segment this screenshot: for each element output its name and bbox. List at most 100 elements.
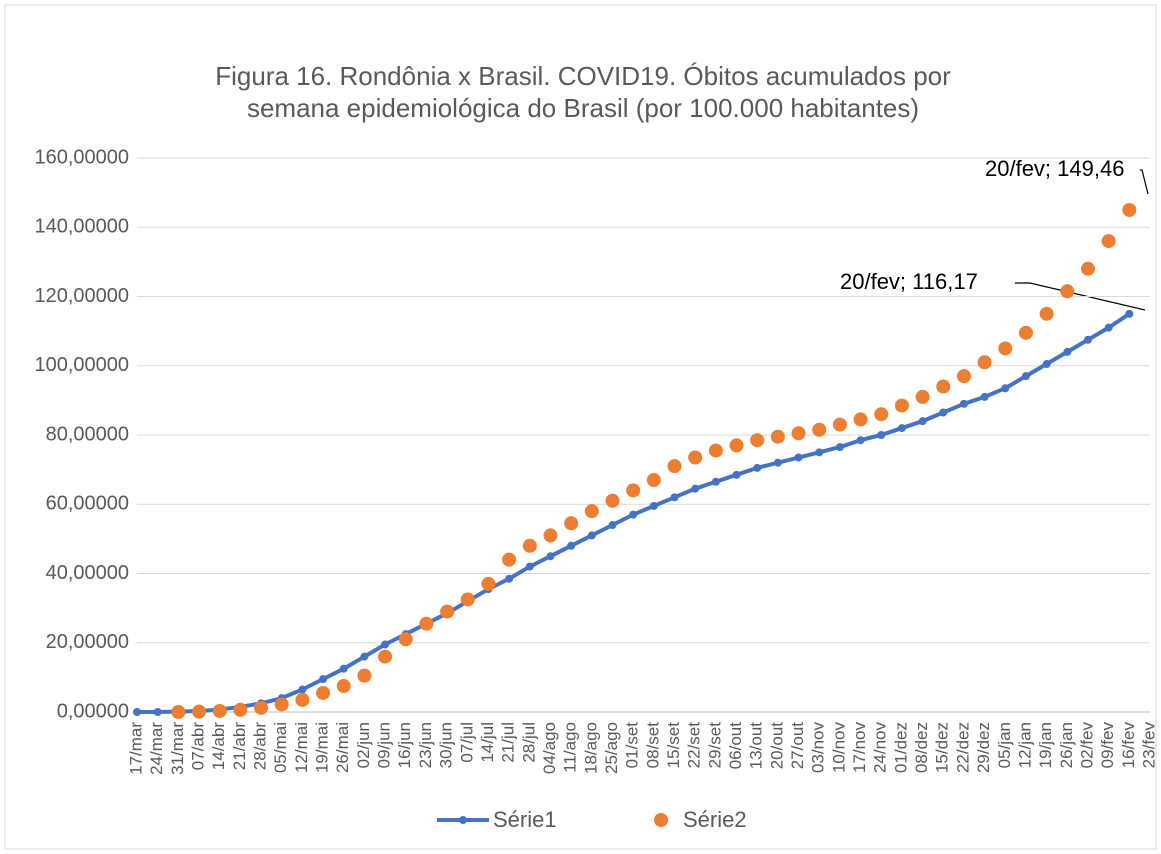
data-point xyxy=(667,459,682,474)
y-tick-label: 140,00000 xyxy=(34,216,129,238)
y-tick-label: 60,00000 xyxy=(46,493,129,515)
data-point xyxy=(832,417,847,432)
x-tick-label: 02/jun xyxy=(354,722,373,768)
x-tick-label: 08/set xyxy=(643,722,662,769)
y-tick-label: 0,00000 xyxy=(57,700,129,722)
x-tick-label: 11/ago xyxy=(561,722,580,773)
x-tick-label: 18/ago xyxy=(581,722,600,774)
x-tick-label: 05/jan xyxy=(995,722,1014,768)
annotation-leader xyxy=(1015,282,1146,311)
data-point xyxy=(998,341,1013,356)
data-point xyxy=(212,703,227,718)
data-point xyxy=(1125,309,1134,318)
data-point xyxy=(794,453,803,462)
y-tick-label: 40,00000 xyxy=(46,562,129,584)
x-tick-label: 05/mai xyxy=(271,722,290,773)
data-point xyxy=(502,552,517,567)
data-point xyxy=(233,702,248,717)
data-point xyxy=(605,493,620,508)
y-tick-label: 20,00000 xyxy=(46,631,129,653)
legend-marker xyxy=(459,816,467,824)
data-point xyxy=(1122,202,1137,217)
y-tick-label: 120,00000 xyxy=(34,285,129,307)
data-point xyxy=(543,528,558,543)
data-point xyxy=(1018,325,1033,340)
data-point xyxy=(357,668,372,683)
x-tick-label: 01/set xyxy=(623,722,642,769)
data-point xyxy=(274,697,289,712)
data-point xyxy=(1039,306,1054,321)
data-point xyxy=(877,431,886,439)
x-tick-label: 07/jul xyxy=(457,722,476,763)
data-point xyxy=(336,679,351,694)
data-point xyxy=(360,652,369,661)
chart-subtitle: semana epidemiológica do Brasil (por 100… xyxy=(247,93,919,123)
data-point xyxy=(481,576,496,591)
legend-label: Série1 xyxy=(493,807,557,832)
x-tick-label: 24/nov xyxy=(871,722,890,774)
data-point xyxy=(608,521,617,530)
data-point xyxy=(688,450,703,465)
data-point xyxy=(298,685,307,694)
data-point xyxy=(522,538,537,553)
data-point xyxy=(339,664,348,673)
x-tick-label: 06/out xyxy=(726,722,745,770)
x-tick-label: 07/abr xyxy=(189,722,208,771)
chart-title: Figura 16. Rondônia x Brasil. COVID19. Ó… xyxy=(215,61,951,91)
x-tick-label: 15/dez xyxy=(933,722,952,773)
data-point xyxy=(980,392,989,401)
x-tick-label: 19/jan xyxy=(1036,722,1055,768)
data-point xyxy=(440,604,455,619)
data-point xyxy=(773,458,782,467)
data-point xyxy=(419,616,434,631)
x-tick-label: 12/mai xyxy=(292,722,311,773)
data-point xyxy=(894,398,909,413)
x-tick-label: 19/mai xyxy=(313,722,332,773)
x-tick-label: 17/mar xyxy=(126,722,145,775)
data-point xyxy=(460,592,475,607)
data-point xyxy=(1104,323,1113,332)
data-point xyxy=(732,470,741,479)
data-point xyxy=(629,510,638,519)
data-point xyxy=(567,541,576,550)
data-point xyxy=(546,552,555,561)
data-point xyxy=(897,424,906,433)
data-point xyxy=(378,649,393,664)
x-tick-label: 03/nov xyxy=(809,722,828,774)
x-tick-label: 16/jun xyxy=(395,722,414,768)
x-tick-label: 20/out xyxy=(767,722,786,770)
x-tick-label: 14/jul xyxy=(478,722,497,763)
legend-label: Série2 xyxy=(683,807,747,832)
data-point xyxy=(1001,384,1010,393)
x-tick-label: 31/mar xyxy=(168,722,187,775)
x-tick-label: 01/dez xyxy=(891,722,910,773)
data-point xyxy=(587,531,596,540)
x-tick-label: 23/jun xyxy=(416,722,435,768)
x-tick-label: 29/set xyxy=(705,722,724,769)
data-point xyxy=(670,493,679,502)
data-point xyxy=(153,708,162,716)
data-point xyxy=(835,443,844,452)
data-point xyxy=(1080,261,1095,276)
data-point xyxy=(1042,360,1051,369)
data-point xyxy=(295,692,310,707)
data-point xyxy=(381,640,390,649)
x-tick-label: 27/out xyxy=(788,722,807,770)
data-point xyxy=(812,422,827,437)
x-tick-label: 04/ago xyxy=(540,722,559,774)
data-point xyxy=(750,433,765,448)
data-point xyxy=(1063,347,1072,356)
data-point xyxy=(316,685,331,700)
data-point xyxy=(753,463,762,472)
x-tick-label: 22/dez xyxy=(953,722,972,773)
data-point xyxy=(505,574,514,583)
x-tick-label: 12/jan xyxy=(1015,722,1034,768)
data-point xyxy=(708,443,723,458)
data-point xyxy=(856,436,865,445)
x-tick-label: 23/fev xyxy=(1139,722,1158,769)
x-tick-label: 25/ago xyxy=(602,722,621,774)
x-tick-label: 08/dez xyxy=(912,722,931,773)
data-point xyxy=(584,504,599,519)
y-tick-label: 80,00000 xyxy=(46,423,129,445)
data-point xyxy=(1060,284,1075,299)
